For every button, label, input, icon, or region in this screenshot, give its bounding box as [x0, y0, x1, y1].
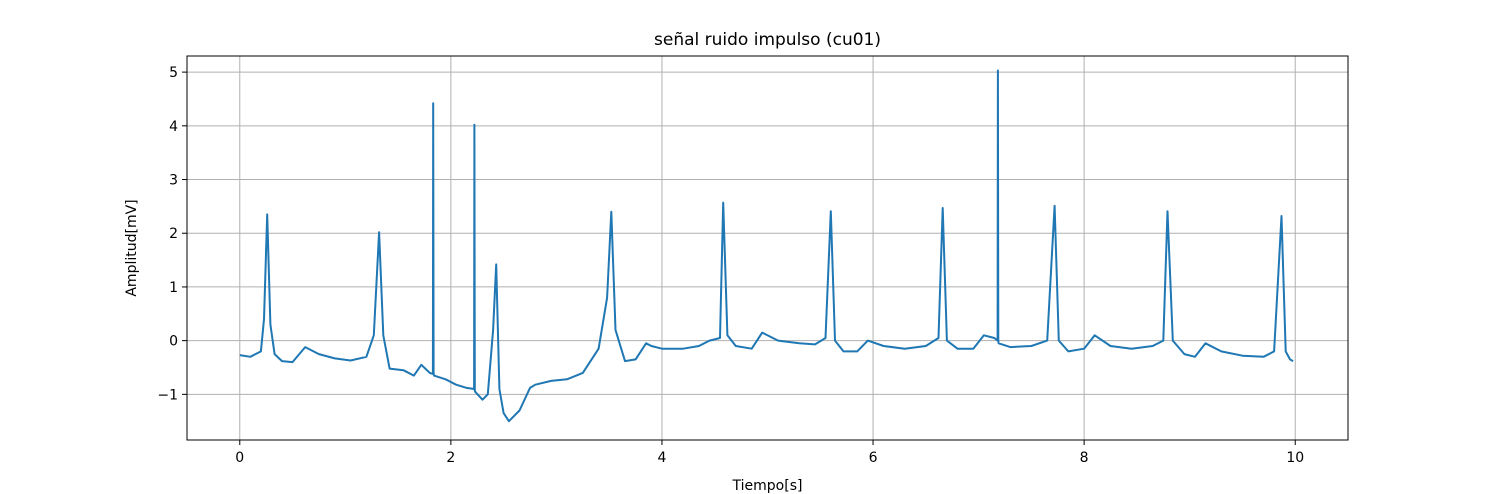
x-tick-label: 0 — [235, 450, 244, 466]
series-layer — [239, 69, 1294, 423]
chart-title: señal ruido impulso (cu01) — [654, 30, 881, 50]
y-tick-label: −1 — [157, 387, 178, 403]
y-tick-label: 2 — [169, 226, 178, 242]
x-axis-title: Tiempo[s] — [732, 478, 803, 494]
series-line — [239, 69, 1294, 423]
y-tick-label: 1 — [169, 280, 178, 296]
y-tick-label: 5 — [169, 65, 178, 81]
y-tick-label: 3 — [169, 173, 178, 189]
x-tick-label: 4 — [657, 450, 666, 466]
y-tick-label: 0 — [169, 334, 178, 350]
plot-frame — [186, 55, 1349, 441]
x-tick-label: 2 — [446, 450, 455, 466]
x-tick-label: 10 — [1286, 450, 1304, 466]
grid — [187, 56, 1348, 440]
x-tick-label: 8 — [1080, 450, 1089, 466]
x-tick-label: 6 — [869, 450, 878, 466]
y-axis-title: Amplitud[mV] — [124, 199, 140, 296]
y-tick-label: 4 — [169, 119, 178, 135]
ticks: 0 2 4 6 8 10 −1 0 1 2 3 4 5 — [157, 65, 1304, 466]
